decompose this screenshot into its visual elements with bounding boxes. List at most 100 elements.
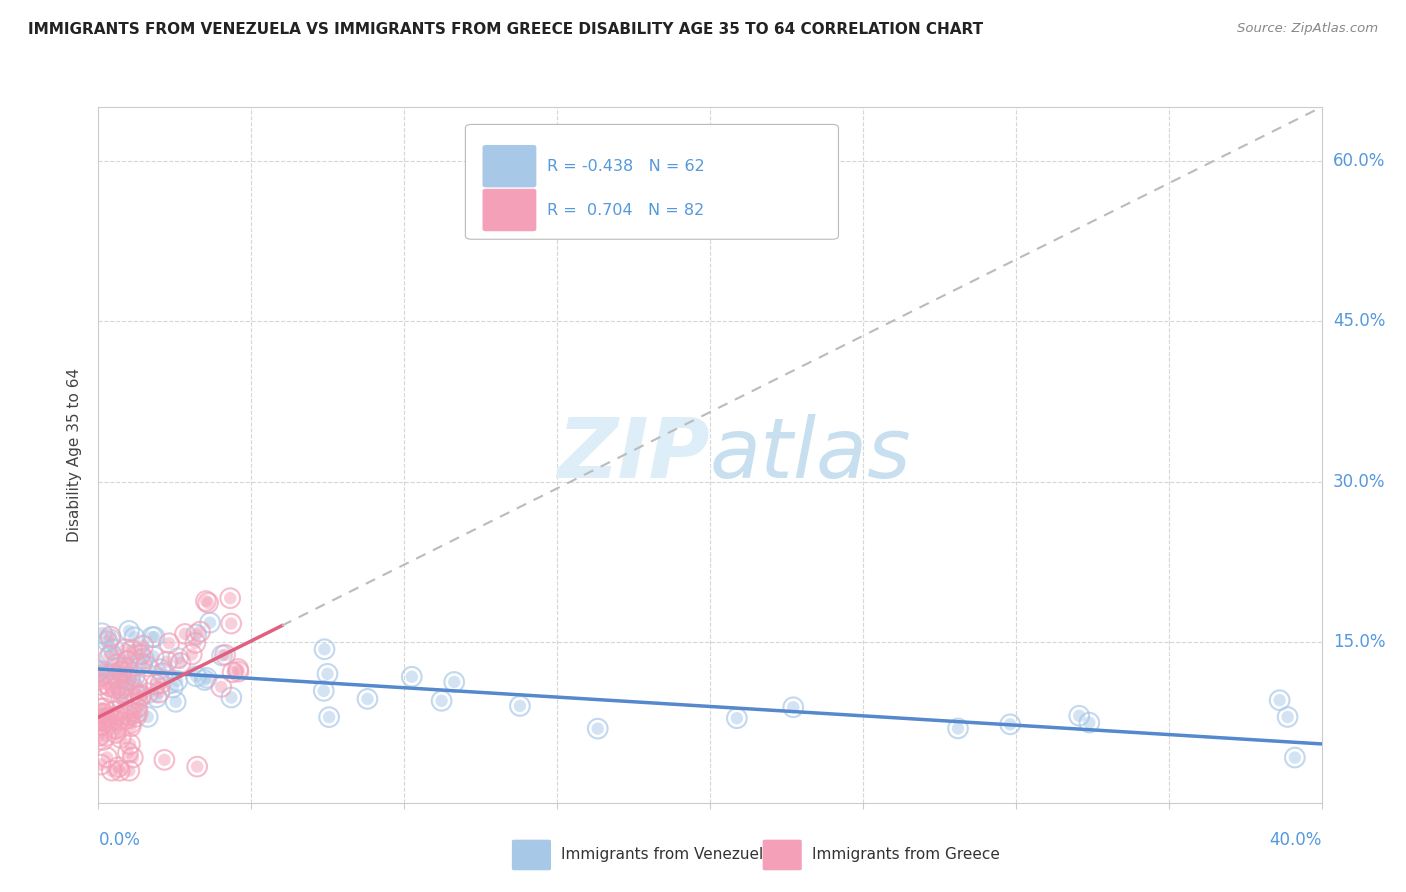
Point	[228, 665, 250, 679]
Point	[98, 679, 121, 693]
Point	[1268, 693, 1291, 707]
Point	[96, 750, 118, 764]
Point	[314, 642, 336, 657]
Point	[108, 714, 131, 728]
Point	[107, 760, 129, 774]
Point	[1069, 708, 1091, 723]
Point	[100, 667, 122, 681]
Point	[89, 678, 111, 692]
Point	[117, 708, 139, 723]
Text: 30.0%: 30.0%	[1333, 473, 1385, 491]
Point	[105, 670, 128, 684]
Point	[195, 671, 218, 685]
Text: R = -0.438   N = 62: R = -0.438 N = 62	[547, 159, 704, 174]
Point	[124, 669, 146, 683]
Point	[87, 664, 110, 678]
Point	[946, 722, 969, 736]
Point	[117, 654, 139, 668]
Point	[219, 616, 242, 631]
Point	[156, 655, 179, 669]
Y-axis label: Disability Age 35 to 64: Disability Age 35 to 64	[67, 368, 83, 542]
Point	[946, 722, 969, 736]
Point	[103, 705, 125, 719]
Text: 60.0%: 60.0%	[1333, 152, 1385, 169]
Point	[184, 636, 207, 650]
Point	[198, 615, 221, 630]
Point	[101, 764, 124, 778]
Point	[169, 656, 191, 670]
Point	[114, 642, 136, 657]
Point	[89, 717, 111, 731]
Point	[120, 716, 142, 731]
Point	[98, 679, 121, 693]
Point	[98, 632, 121, 647]
Point	[725, 711, 748, 725]
Point	[157, 636, 180, 650]
Point	[110, 681, 132, 696]
Point	[91, 706, 114, 721]
Point	[127, 678, 149, 692]
Point	[211, 648, 233, 663]
Point	[156, 655, 179, 669]
Point	[94, 729, 117, 743]
Point	[127, 706, 149, 720]
Point	[1078, 715, 1101, 730]
Point	[112, 685, 135, 699]
Point	[124, 631, 146, 645]
Point	[101, 764, 124, 778]
Point	[124, 686, 146, 700]
Point	[110, 665, 132, 679]
Point	[93, 667, 115, 681]
Point	[221, 690, 243, 705]
Point	[100, 711, 122, 725]
Point	[111, 665, 134, 679]
Point	[312, 684, 335, 698]
Point	[107, 660, 129, 674]
Point	[124, 686, 146, 700]
Point	[90, 718, 112, 732]
Point	[221, 665, 243, 680]
Point	[316, 666, 339, 681]
FancyBboxPatch shape	[465, 124, 838, 239]
Text: 0.0%: 0.0%	[98, 830, 141, 848]
Point	[1284, 750, 1306, 764]
Point	[103, 642, 125, 657]
Point	[180, 648, 202, 662]
Point	[401, 670, 423, 684]
Point	[211, 648, 233, 663]
Point	[107, 760, 129, 774]
Point	[89, 669, 111, 683]
Point	[100, 711, 122, 725]
Point	[132, 652, 155, 666]
Point	[136, 710, 159, 724]
Point	[100, 685, 122, 699]
Point	[93, 665, 115, 679]
Point	[430, 694, 453, 708]
Text: 45.0%: 45.0%	[1333, 312, 1385, 330]
Point	[145, 690, 167, 705]
Point	[105, 670, 128, 684]
Point	[111, 696, 134, 710]
Point	[94, 714, 117, 729]
Text: Immigrants from Greece: Immigrants from Greece	[811, 847, 1000, 863]
Point	[120, 719, 142, 733]
Text: 15.0%: 15.0%	[1333, 633, 1385, 651]
Point	[118, 737, 141, 751]
Point	[129, 688, 152, 702]
Point	[96, 677, 118, 691]
Point	[131, 657, 153, 671]
Point	[112, 679, 135, 693]
Point	[114, 712, 136, 726]
Point	[188, 624, 211, 639]
Point	[115, 671, 138, 685]
Point	[153, 753, 176, 767]
Point	[111, 665, 134, 679]
Point	[125, 706, 148, 721]
Point	[152, 666, 174, 681]
Point	[89, 678, 111, 692]
Point	[153, 753, 176, 767]
Point	[166, 673, 188, 688]
Point	[115, 665, 138, 680]
Point	[219, 591, 242, 606]
Point	[94, 714, 117, 729]
